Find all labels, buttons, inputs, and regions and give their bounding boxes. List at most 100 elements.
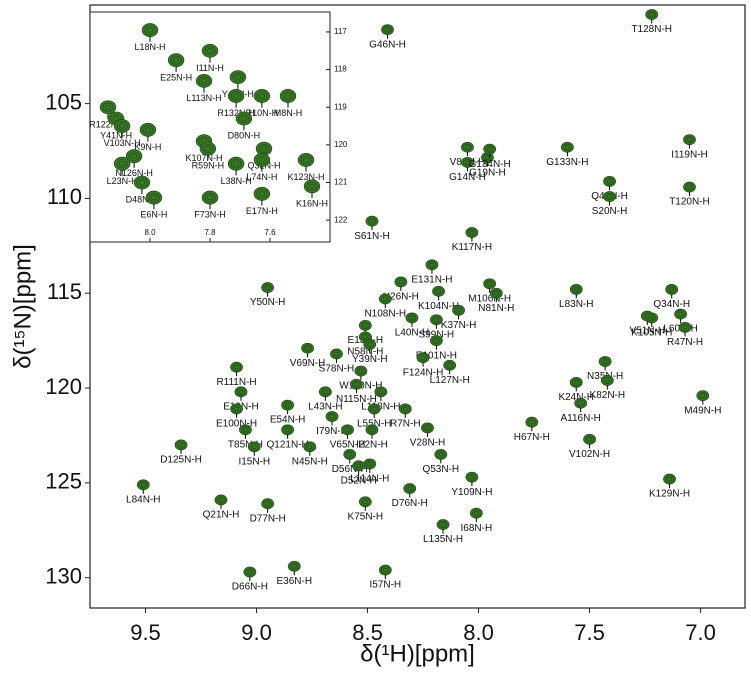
peak-contour — [263, 283, 273, 292]
peak-contour — [345, 450, 355, 459]
y-tick-label: 115 — [47, 279, 82, 304]
peak — [489, 287, 503, 299]
peak — [569, 284, 583, 295]
peak-contour — [173, 57, 180, 63]
peak-contour — [433, 338, 439, 343]
peak-label: K129N-H — [649, 489, 690, 500]
peak-contour — [402, 406, 408, 411]
peak — [230, 403, 243, 415]
peak-contour — [423, 424, 432, 432]
peak-label: L84N-H — [126, 494, 160, 505]
peak-label: F73N-H — [194, 210, 226, 220]
peak-label: D125N-H — [160, 455, 202, 466]
peak-contour — [142, 125, 154, 135]
peak — [425, 259, 439, 271]
peak-label: N108N-H — [364, 309, 406, 320]
peak-contour — [265, 501, 271, 506]
inset-x-tick-label: 7.6 — [264, 228, 276, 237]
peak-label: I22N-H — [356, 439, 388, 450]
inset-y-tick-label: 122 — [334, 215, 348, 224]
peak — [214, 494, 228, 506]
peak-contour — [527, 418, 537, 426]
peak-label: K107N-H — [185, 153, 222, 163]
peak — [230, 361, 243, 373]
peak — [429, 314, 443, 326]
inset-plot: 8.0 7.8 7.6 117 118 119 120 121 122 L18N-H E25N-H I… — [89, 11, 348, 243]
peak-contour — [400, 405, 410, 413]
peak-label: V69N-H — [290, 358, 326, 369]
x-tick-label: 8.5 — [352, 620, 383, 645]
y-tick-label: 120 — [45, 374, 82, 399]
peak — [469, 507, 483, 519]
peak — [381, 24, 394, 36]
peak-label: R10N-H — [246, 108, 279, 118]
peak-label: E6N-H — [140, 210, 167, 220]
peak — [167, 53, 185, 68]
peak-contour — [345, 427, 350, 432]
peak-contour — [607, 179, 612, 184]
peak-contour — [667, 285, 677, 294]
peak-label: I68N-H — [460, 523, 492, 534]
peak — [325, 411, 339, 422]
peak-contour — [334, 351, 339, 357]
peak-contour — [352, 380, 361, 388]
peak-contour — [178, 442, 184, 448]
peak-contour — [320, 388, 330, 396]
peak-contour — [327, 412, 337, 421]
peak-contour — [247, 569, 253, 575]
peak-contour — [385, 27, 390, 32]
peak — [574, 397, 588, 409]
peak-contour — [564, 145, 570, 150]
peak-contour — [258, 191, 265, 197]
peak-contour — [234, 365, 239, 370]
peak-contour — [258, 143, 270, 154]
peak-label: Y39N-H — [352, 354, 388, 365]
peak-contour — [644, 313, 650, 319]
peak-contour — [602, 359, 608, 364]
inset-x-tick-label: 7.8 — [204, 228, 216, 237]
peak-contour — [285, 427, 291, 432]
peak — [603, 191, 616, 202]
peak-label: D56N-H — [332, 464, 368, 475]
peak — [201, 43, 219, 58]
x-tick-label: 9.5 — [130, 620, 161, 645]
peak-contour — [676, 310, 686, 318]
peak-contour — [425, 425, 430, 430]
inset-y-tick-label: 117 — [334, 27, 347, 36]
peak-contour — [284, 93, 291, 99]
peak — [603, 175, 616, 187]
peak-contour — [382, 296, 388, 302]
peak-contour — [396, 278, 406, 286]
peak-label: L43N-H — [308, 401, 342, 412]
peak-label: S20N-H — [592, 206, 628, 217]
peak — [358, 496, 372, 508]
peak — [483, 278, 497, 290]
peak — [243, 566, 257, 578]
peak-contour — [241, 426, 250, 434]
peak-label: E54N-H — [270, 415, 306, 426]
peak — [674, 308, 688, 320]
peak — [432, 285, 445, 297]
peak-contour — [365, 460, 375, 468]
peak — [429, 335, 443, 347]
peak — [358, 320, 372, 331]
peak-label: K9N-H — [134, 142, 161, 152]
peak-contour — [433, 317, 439, 322]
peak — [343, 449, 357, 460]
peak — [113, 156, 131, 171]
peak-contour — [471, 509, 481, 517]
peak-label: Q53N-H — [422, 464, 459, 475]
peak-contour — [438, 520, 448, 529]
peak-contour — [204, 192, 216, 203]
peak — [113, 119, 131, 133]
peak-contour — [176, 441, 186, 449]
peak-contour — [204, 146, 211, 152]
peak-contour — [483, 153, 492, 162]
peak-label: L40N-H — [395, 328, 429, 339]
peak-contour — [105, 104, 112, 110]
peak-contour — [362, 499, 368, 504]
peak-contour — [150, 194, 157, 201]
peak-contour — [604, 378, 610, 383]
peak-contour — [465, 160, 470, 165]
